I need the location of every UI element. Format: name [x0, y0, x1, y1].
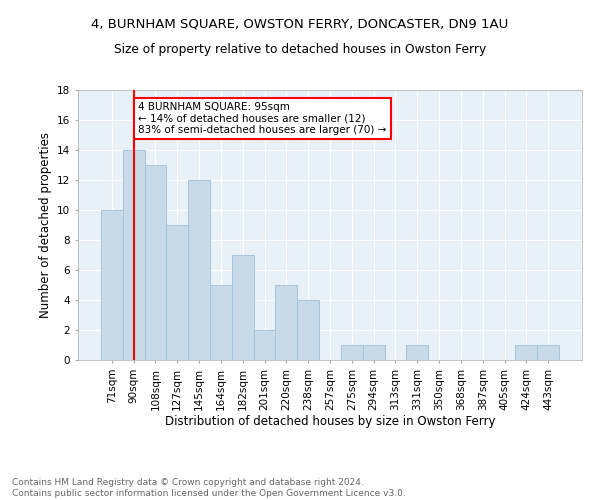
Text: Size of property relative to detached houses in Owston Ferry: Size of property relative to detached ho…: [114, 42, 486, 56]
Bar: [232, 255, 254, 360]
Text: 4 BURNHAM SQUARE: 95sqm
← 14% of detached houses are smaller (12)
83% of semi-de: 4 BURNHAM SQUARE: 95sqm ← 14% of detache…: [138, 102, 386, 135]
Bar: [275, 285, 297, 360]
Bar: [341, 345, 363, 360]
Bar: [406, 345, 428, 360]
Bar: [188, 180, 210, 360]
Bar: [210, 285, 232, 360]
Bar: [297, 300, 319, 360]
Bar: [537, 345, 559, 360]
Text: Contains HM Land Registry data © Crown copyright and database right 2024.
Contai: Contains HM Land Registry data © Crown c…: [12, 478, 406, 498]
Bar: [166, 225, 188, 360]
Bar: [254, 330, 275, 360]
Bar: [515, 345, 537, 360]
X-axis label: Distribution of detached houses by size in Owston Ferry: Distribution of detached houses by size …: [165, 416, 495, 428]
Y-axis label: Number of detached properties: Number of detached properties: [38, 132, 52, 318]
Bar: [145, 165, 166, 360]
Bar: [123, 150, 145, 360]
Text: 4, BURNHAM SQUARE, OWSTON FERRY, DONCASTER, DN9 1AU: 4, BURNHAM SQUARE, OWSTON FERRY, DONCAST…: [91, 18, 509, 30]
Bar: [363, 345, 385, 360]
Bar: [101, 210, 123, 360]
